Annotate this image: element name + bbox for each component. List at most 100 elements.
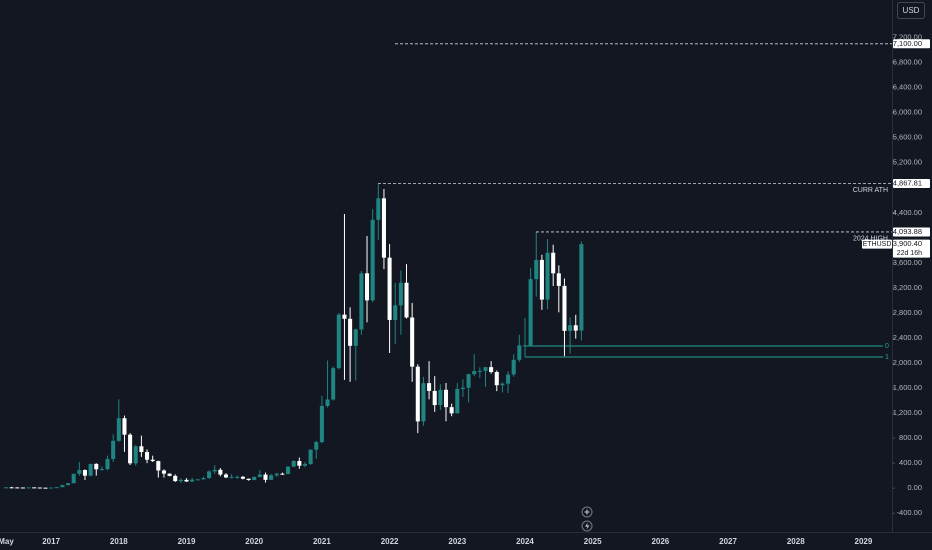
candle-body — [398, 282, 403, 306]
candle-body — [472, 371, 477, 375]
candle-body — [94, 463, 99, 470]
candle-body — [116, 418, 121, 441]
candle-body — [252, 476, 257, 481]
candle-body — [144, 452, 150, 460]
x-tick-label: 2021 — [313, 537, 331, 546]
candle-body — [506, 374, 511, 384]
candle-body — [376, 198, 381, 220]
candle-body — [302, 464, 308, 466]
candle-body — [43, 487, 48, 489]
candle-body — [427, 383, 432, 391]
candle-body — [201, 478, 206, 480]
candle-body — [348, 318, 353, 346]
candle-body — [528, 279, 533, 346]
candle-body — [49, 487, 54, 489]
candle-body — [460, 387, 465, 389]
candle-body — [150, 459, 155, 462]
candle-body — [579, 244, 584, 331]
y-tick-label: 3,600.00 — [893, 258, 922, 267]
y-tick-label: 2,000.00 — [893, 358, 922, 367]
fib-label: 1 — [885, 354, 889, 361]
price-line-box — [893, 227, 930, 237]
last-price-box — [893, 239, 930, 258]
price-line-box — [893, 179, 930, 189]
candle-body — [274, 473, 279, 476]
candles — [3, 183, 584, 489]
x-tick-label: 2023 — [448, 537, 466, 546]
candle-body — [257, 474, 262, 477]
currency[interactable]: USD — [903, 6, 920, 15]
y-tick-label: 6,000.00 — [893, 108, 922, 117]
candle-body — [568, 325, 573, 331]
candle-body — [235, 476, 240, 478]
price-line-label: 7,100.00 — [893, 39, 922, 48]
candle-body — [218, 469, 223, 475]
currency-box[interactable] — [897, 2, 925, 19]
x-tick-label: 2028 — [787, 537, 805, 546]
candle-body — [133, 446, 138, 464]
last-price-label: 3,900.40 — [893, 239, 922, 248]
candle-body — [178, 479, 183, 482]
candle-body — [410, 317, 415, 367]
x-tick-label: 2025 — [584, 537, 602, 546]
candle-body — [15, 487, 20, 489]
candle-body — [455, 388, 460, 414]
candle-body — [539, 259, 544, 300]
candle-body — [449, 407, 454, 414]
candle-body — [551, 252, 556, 274]
price-line-text: 2024 HIGH — [853, 235, 888, 242]
candle-body — [517, 345, 522, 360]
x-tick-label: 2026 — [651, 537, 669, 546]
y-tick-label: -400.00 — [897, 508, 922, 517]
price-line-label: 4,093.88 — [893, 227, 922, 236]
y-tick-label: 6,400.00 — [893, 83, 922, 92]
candle-body — [342, 314, 347, 319]
fib-label: 0 — [885, 343, 889, 350]
candle-body — [393, 305, 398, 320]
add-icon-glyph — [584, 509, 590, 515]
candle-body — [314, 442, 319, 450]
x-tick-label: 2019 — [178, 537, 196, 546]
candle-body — [229, 476, 234, 478]
y-tick-label: 2,800.00 — [893, 308, 922, 317]
candle-body — [286, 466, 291, 475]
candle-body — [421, 383, 426, 422]
countdown-label: 22d 16h — [897, 250, 922, 257]
candle-body — [297, 461, 302, 466]
y-tick-label: 800.00 — [899, 433, 922, 442]
candle-body — [212, 469, 217, 472]
symbol-tag — [862, 239, 892, 249]
candle-body — [37, 487, 42, 489]
candle-body — [122, 418, 127, 435]
price-line-box — [893, 39, 930, 49]
candle-body — [173, 475, 178, 482]
x-tick-label: 2024 — [516, 537, 534, 546]
candle-body — [331, 368, 336, 400]
candle-body — [88, 463, 93, 476]
x-tick-label: 2022 — [381, 537, 399, 546]
candle-body — [195, 479, 200, 481]
y-tick-label: 6,800.00 — [893, 58, 922, 67]
tool-icons — [581, 506, 593, 532]
candle-body — [26, 487, 31, 489]
x-tick-label: 2018 — [110, 537, 128, 546]
candle-body — [325, 399, 330, 406]
x-tick-label: 2017 — [42, 537, 60, 546]
candle-body — [336, 314, 341, 369]
candle-body — [82, 470, 88, 476]
candle-body — [387, 257, 392, 320]
candle-body — [20, 487, 25, 489]
candle-body — [319, 405, 324, 443]
x-tick-label: 2029 — [855, 537, 873, 546]
candle-body — [477, 370, 482, 372]
candle-body — [269, 475, 274, 480]
candle-body — [161, 470, 166, 474]
candle-body — [534, 259, 539, 280]
candle-body — [139, 446, 144, 453]
candle-body — [494, 372, 499, 386]
candle-body — [207, 471, 212, 479]
candle-body — [167, 473, 172, 476]
alert-icon-glyph — [585, 522, 590, 530]
